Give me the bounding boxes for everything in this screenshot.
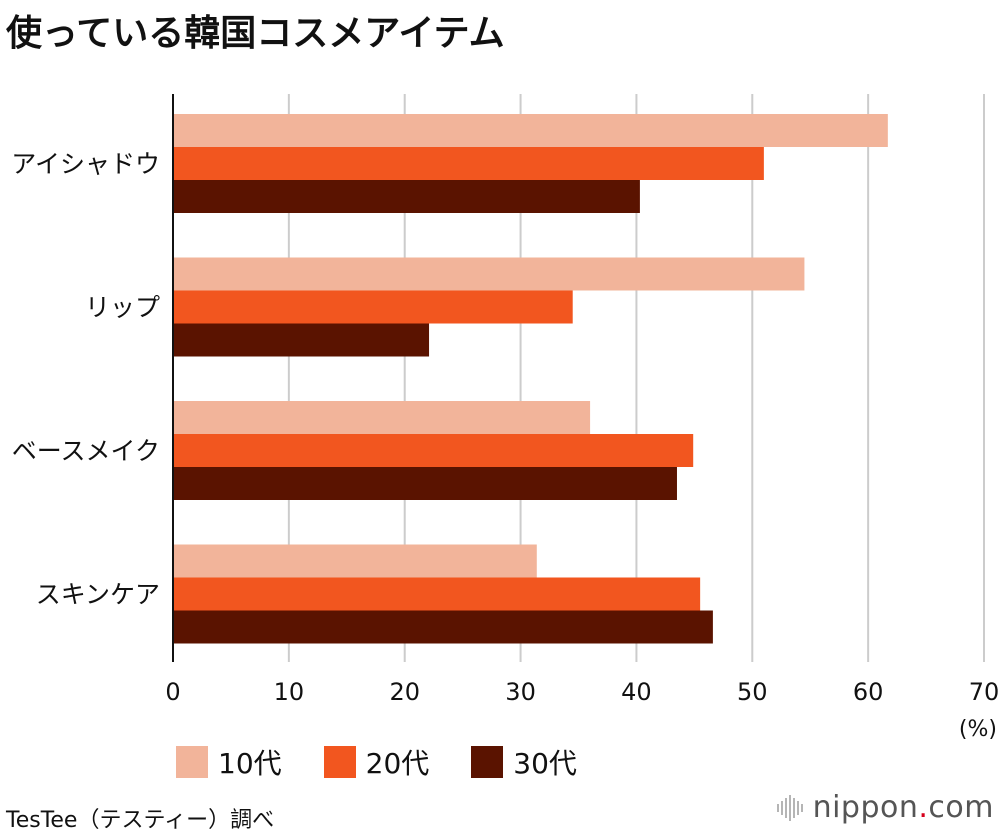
bar-4-10代 bbox=[173, 544, 537, 578]
legend-item-30s: 30代 bbox=[471, 742, 577, 782]
legend-label-20s: 20代 bbox=[365, 747, 430, 780]
bar-2-30代 bbox=[173, 323, 430, 357]
bar-1-20代 bbox=[173, 147, 764, 180]
category-label-3: ベースメイク bbox=[12, 437, 160, 466]
legend-swatch-10s bbox=[176, 746, 208, 778]
bar-1-30代 bbox=[173, 180, 640, 213]
x-tick-label-60: 60 bbox=[853, 678, 884, 706]
x-tick-label-30: 30 bbox=[505, 678, 536, 706]
brand-dot: . bbox=[918, 790, 929, 825]
category-label-4: スキンケア bbox=[36, 580, 160, 609]
x-tick-label-10: 10 bbox=[274, 678, 305, 706]
x-tick-label-40: 40 bbox=[621, 678, 652, 706]
chart-title: 使っている韓国コスメアイテム bbox=[6, 13, 505, 54]
legend-label-10s: 10代 bbox=[218, 747, 282, 780]
brand-suffix: com bbox=[928, 790, 994, 825]
brand-wordmark: nippon.com bbox=[813, 790, 994, 825]
x-tick-label-50: 50 bbox=[737, 678, 768, 706]
legend: 10代 20代 30代 bbox=[176, 742, 619, 782]
legend-item-10s: 10代 bbox=[176, 742, 282, 782]
bar-4-20代 bbox=[173, 577, 701, 611]
bar-3-30代 bbox=[173, 467, 677, 500]
category-label-1: アイシャドウ bbox=[11, 150, 160, 179]
x-tick-label-0: 0 bbox=[165, 678, 180, 706]
bar-2-20代 bbox=[173, 290, 573, 324]
brand-wave-icon bbox=[776, 794, 805, 821]
bar-4-30代 bbox=[173, 610, 713, 644]
bar-1-10代 bbox=[173, 114, 888, 147]
category-label-2: リップ bbox=[85, 293, 160, 322]
legend-swatch-30s bbox=[471, 746, 504, 778]
legend-swatch-20s bbox=[323, 746, 356, 778]
x-unit-label: (%) bbox=[959, 717, 997, 742]
bar-2-10代 bbox=[173, 257, 805, 291]
bar-3-20代 bbox=[173, 434, 694, 467]
x-tick-label-20: 20 bbox=[389, 678, 420, 706]
legend-item-20s: 20代 bbox=[323, 742, 430, 782]
legend-label-30s: 30代 bbox=[513, 747, 577, 780]
x-tick-label-70: 70 bbox=[969, 678, 1000, 706]
brand-logo[interactable]: nippon.com bbox=[776, 790, 994, 825]
source-note: TesTee（テスティー）調べ bbox=[6, 808, 275, 833]
brand-name: nippon bbox=[812, 790, 919, 825]
bar-3-10代 bbox=[173, 401, 591, 434]
